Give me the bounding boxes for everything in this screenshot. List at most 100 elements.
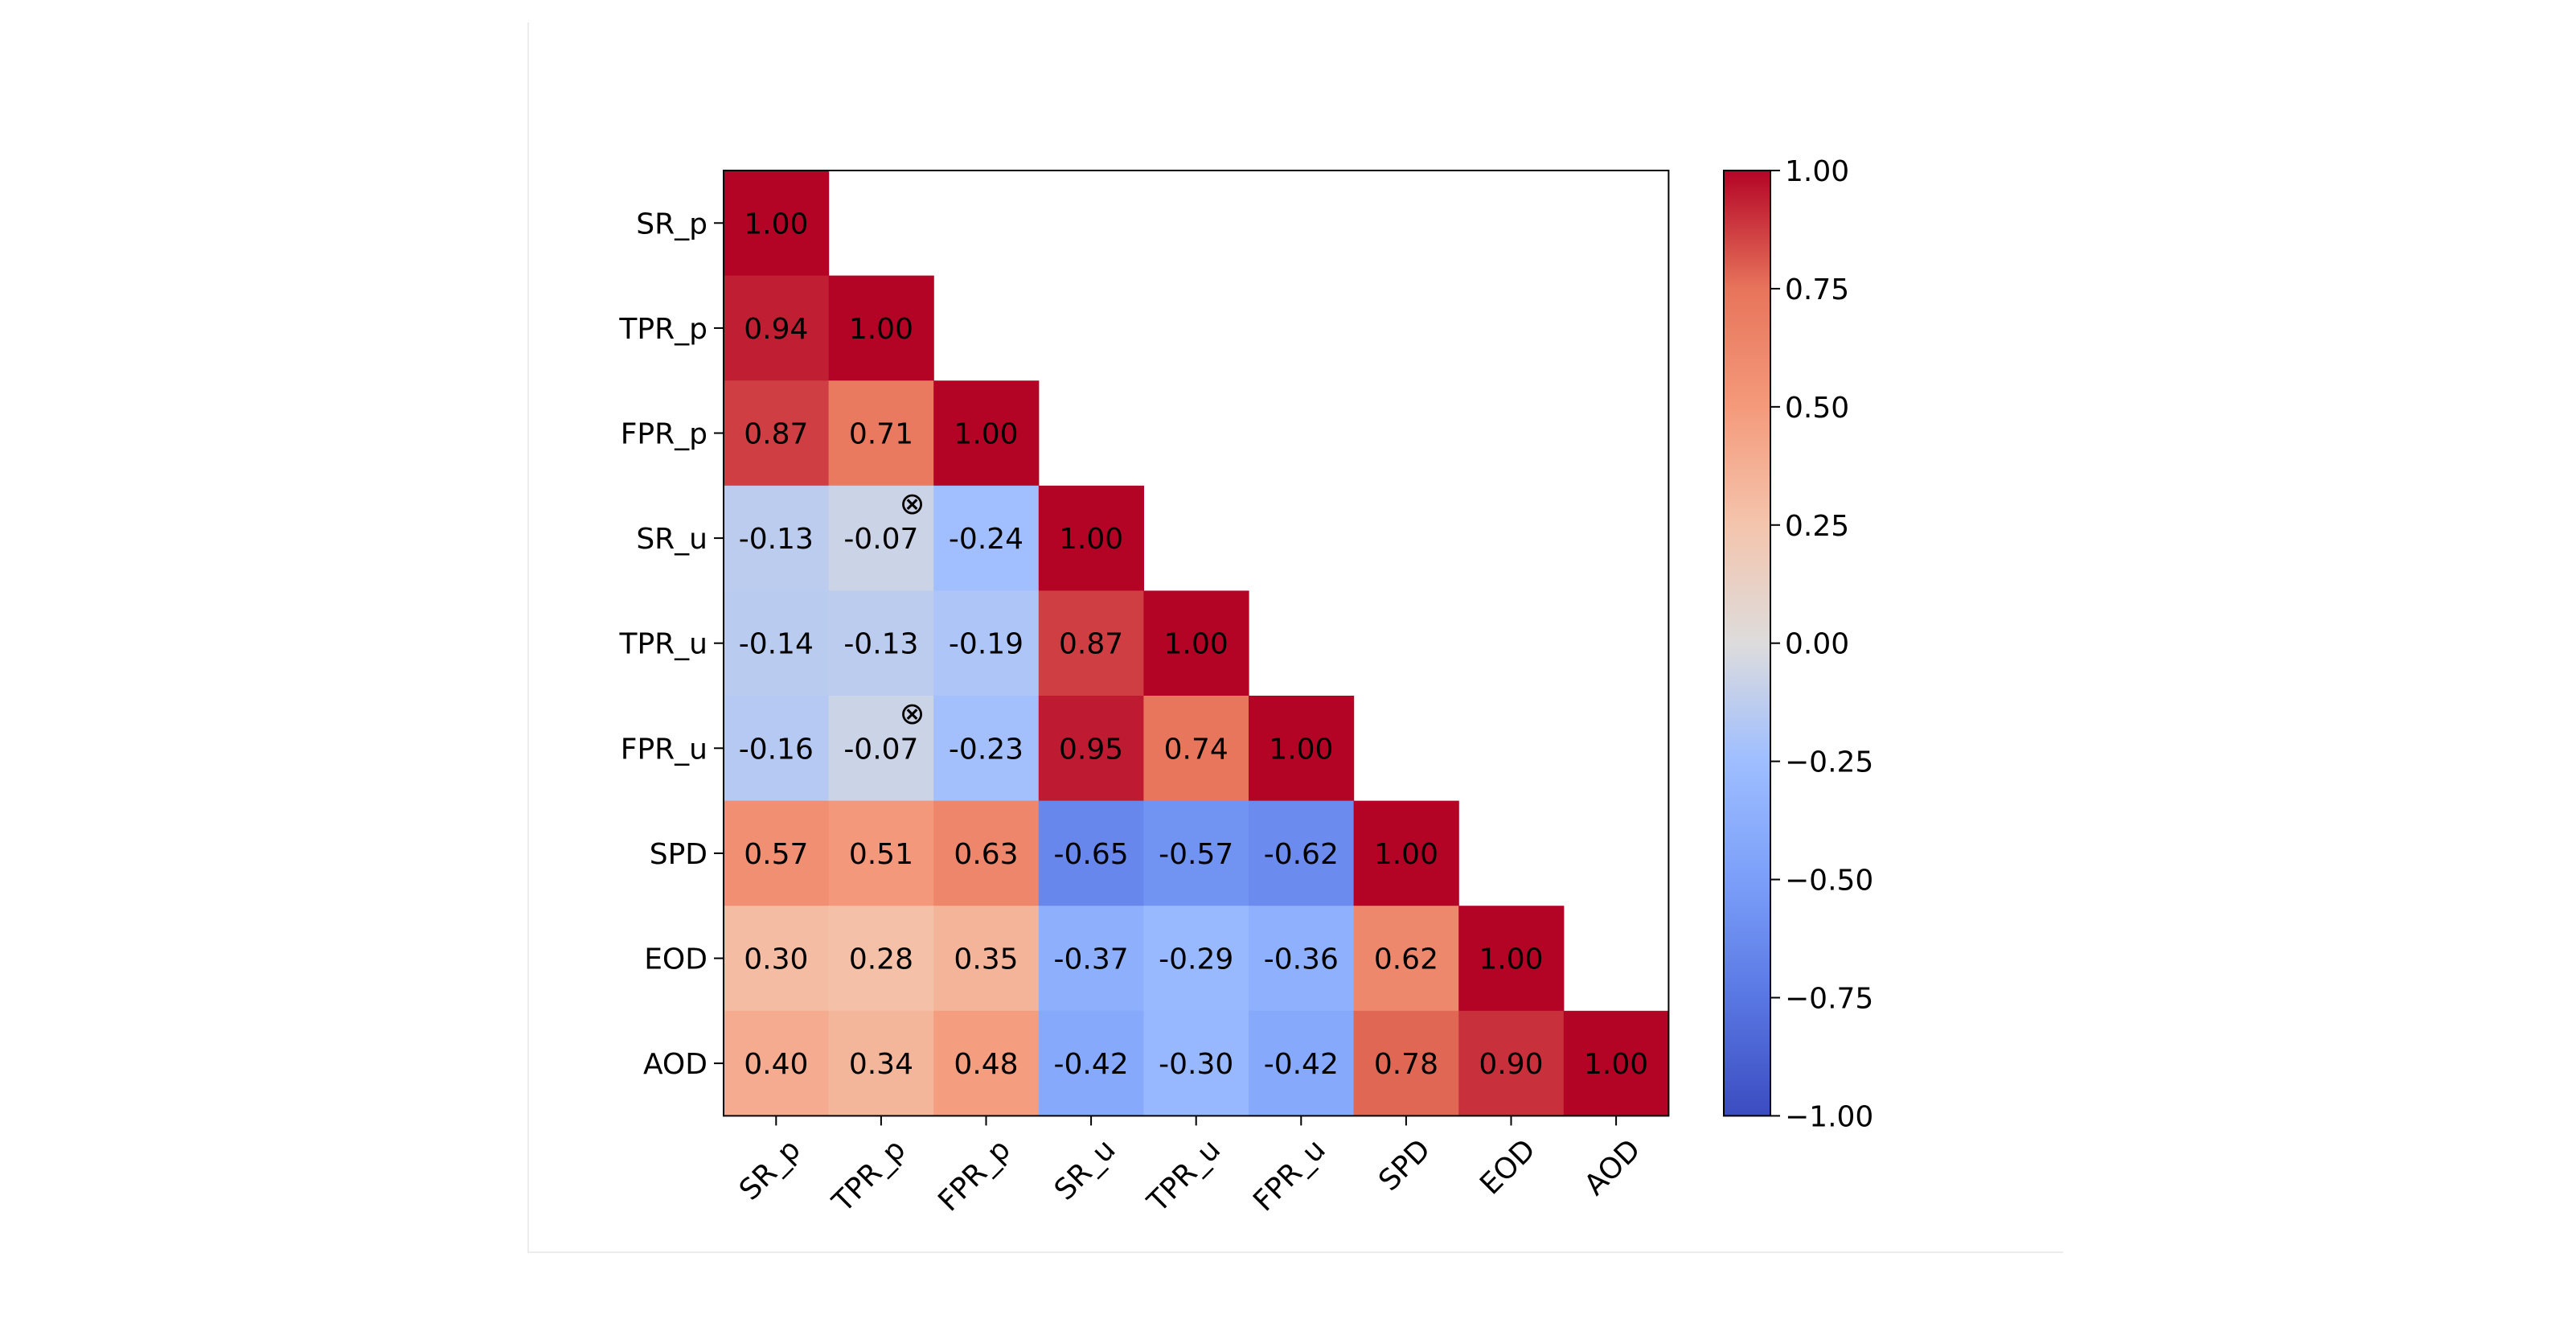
colorbar: 1.00 0.75 0.50 0.25 0.00 −0.25 −0.50 −0.75 −1.00 bbox=[1723, 155, 1873, 1133]
heatmap-cell-labels: 1.00 0.94 1.00 0.87 0.71 1.00 -0.13 -0.07 -0.24 1… bbox=[739, 208, 1648, 1081]
heatmap-markers: ⊗⊗ bbox=[900, 486, 925, 731]
cell-value-label: 0.34 bbox=[849, 1048, 913, 1081]
cell-value-label: 0.40 bbox=[744, 1048, 808, 1081]
cell-value-label: 1.00 bbox=[1479, 943, 1543, 976]
cell-value-label: 0.74 bbox=[1164, 733, 1229, 766]
heatmap-cell bbox=[724, 696, 830, 802]
cell-value-label: 0.28 bbox=[849, 943, 913, 976]
heatmap-cell bbox=[933, 380, 1040, 487]
y-tick-label: SPD bbox=[650, 838, 708, 871]
heatmap-cell bbox=[1563, 1010, 1669, 1116]
heatmap-cells bbox=[724, 171, 1669, 1116]
heatmap-cell bbox=[1249, 696, 1355, 802]
heatmap-cell bbox=[1353, 1010, 1459, 1116]
cell-value-label: -0.24 bbox=[949, 523, 1023, 556]
x-tick-label: TPR_u bbox=[1141, 1133, 1227, 1219]
cell-value-label: -0.37 bbox=[1054, 943, 1129, 976]
colorbar-tick-label: −0.50 bbox=[1785, 865, 1873, 898]
x-tick-label: SR_p bbox=[733, 1133, 807, 1207]
x-tick-label: FPR_u bbox=[1247, 1133, 1332, 1218]
heatmap-cell bbox=[724, 906, 830, 1012]
cell-value-label: -0.14 bbox=[739, 628, 814, 661]
cell-value-label: 1.00 bbox=[1584, 1048, 1648, 1081]
x-tick-label: FPR_p bbox=[932, 1133, 1017, 1218]
cell-value-label: 0.78 bbox=[1374, 1048, 1438, 1081]
cell-value-label: -0.13 bbox=[739, 523, 814, 556]
y-tick-label: AOD bbox=[643, 1048, 708, 1081]
y-tick-label: TPR_u bbox=[618, 628, 708, 661]
cell-value-label: -0.19 bbox=[949, 628, 1023, 661]
x-tick-label: SPD bbox=[1372, 1133, 1437, 1198]
cell-value-label: 1.00 bbox=[744, 208, 808, 240]
heatmap-cell bbox=[724, 590, 830, 696]
cell-value-label: -0.42 bbox=[1264, 1048, 1339, 1081]
cell-value-label: -0.65 bbox=[1054, 838, 1129, 871]
y-axis: SR_p TPR_p FPR_p SR_u TPR_u FPR_u SPD EOD AOD bbox=[618, 208, 724, 1081]
heatmap-cell bbox=[828, 380, 934, 487]
heatmap-cell bbox=[1143, 590, 1249, 696]
heatmap-cell bbox=[1038, 906, 1144, 1012]
cell-value-label: 0.71 bbox=[849, 418, 913, 451]
cell-value-label: -0.07 bbox=[843, 523, 918, 556]
cell-value-label: -0.23 bbox=[949, 733, 1023, 766]
cell-value-label: -0.42 bbox=[1054, 1048, 1129, 1081]
cell-value-label: 1.00 bbox=[1374, 838, 1438, 871]
y-tick-label: FPR_u bbox=[621, 733, 708, 766]
heatmap-cell bbox=[1458, 1010, 1565, 1116]
heatmap-cell bbox=[1143, 800, 1249, 906]
cell-value-label: 0.63 bbox=[954, 838, 1018, 871]
heatmap-cell bbox=[828, 275, 934, 381]
cell-value-label: -0.62 bbox=[1264, 838, 1339, 871]
heatmap-cell bbox=[1038, 800, 1144, 906]
heatmap-cell bbox=[724, 1010, 830, 1116]
cell-value-label: 1.00 bbox=[1164, 628, 1229, 661]
colorbar-tick-label: −0.75 bbox=[1785, 982, 1873, 1015]
cell-value-label: 1.00 bbox=[1059, 523, 1123, 556]
y-tick-label: SR_u bbox=[636, 523, 708, 556]
heatmap-cell bbox=[828, 696, 934, 802]
y-tick-label: TPR_p bbox=[618, 313, 708, 346]
cell-value-label: -0.07 bbox=[843, 733, 918, 766]
heatmap-cell bbox=[933, 1010, 1040, 1116]
figure-frame: 1.00 0.94 1.00 0.87 0.71 1.00 -0.13 -0.07 -0.24 1… bbox=[527, 23, 2063, 1253]
colorbar-tick-label: 0.75 bbox=[1785, 273, 1849, 306]
heatmap-cell bbox=[1143, 1010, 1249, 1116]
cell-value-label: 0.87 bbox=[744, 418, 808, 451]
y-tick-label: FPR_p bbox=[621, 418, 708, 451]
heatmap-cell bbox=[1249, 906, 1355, 1012]
cell-value-label: 1.00 bbox=[849, 313, 913, 346]
heatmap-cell bbox=[1038, 696, 1144, 802]
heatmap-cell bbox=[1038, 590, 1144, 696]
cell-value-label: 0.51 bbox=[849, 838, 913, 871]
heatmap-cell bbox=[1038, 485, 1144, 591]
heatmap-cell bbox=[933, 696, 1040, 802]
heatmap-cell bbox=[1353, 800, 1459, 906]
cell-value-label: -0.57 bbox=[1159, 838, 1233, 871]
x-tick-label: SR_u bbox=[1048, 1133, 1122, 1207]
heatmap-cell bbox=[724, 275, 830, 381]
cell-value-label: 0.57 bbox=[744, 838, 808, 871]
y-tick-label: SR_p bbox=[636, 208, 708, 240]
heatmap-cell bbox=[1038, 1010, 1144, 1116]
colorbar-tick-label: 0.25 bbox=[1785, 510, 1849, 543]
significance-marker: ⊗ bbox=[900, 696, 925, 731]
heatmap-cell bbox=[828, 1010, 934, 1116]
colorbar-tick-label: 1.00 bbox=[1785, 155, 1849, 188]
heatmap-cell bbox=[724, 380, 830, 487]
cell-value-label: 1.00 bbox=[1269, 733, 1333, 766]
colorbar-tick-label: −1.00 bbox=[1785, 1100, 1873, 1133]
heatmap-cell bbox=[724, 800, 830, 906]
colorbar-ticks: 1.00 0.75 0.50 0.25 0.00 −0.25 −0.50 −0.75 −1.00 bbox=[1770, 155, 1873, 1133]
x-tick-label: EOD bbox=[1474, 1133, 1542, 1202]
cell-value-label: 1.00 bbox=[954, 418, 1018, 451]
cell-value-label: -0.30 bbox=[1159, 1048, 1233, 1081]
heatmap-cell bbox=[1143, 696, 1249, 802]
colorbar-gradient bbox=[1723, 170, 1771, 1117]
heatmap-cell bbox=[828, 906, 934, 1012]
cell-value-label: -0.13 bbox=[843, 628, 918, 661]
correlation-heatmap: 1.00 0.94 1.00 0.87 0.71 1.00 -0.13 -0.07 -0.24 1… bbox=[618, 155, 1873, 1219]
colorbar-tick-label: 0.50 bbox=[1785, 392, 1849, 425]
heatmap-cell bbox=[828, 485, 934, 591]
cell-value-label: 0.48 bbox=[954, 1048, 1018, 1081]
cell-value-label: 0.95 bbox=[1059, 733, 1123, 766]
